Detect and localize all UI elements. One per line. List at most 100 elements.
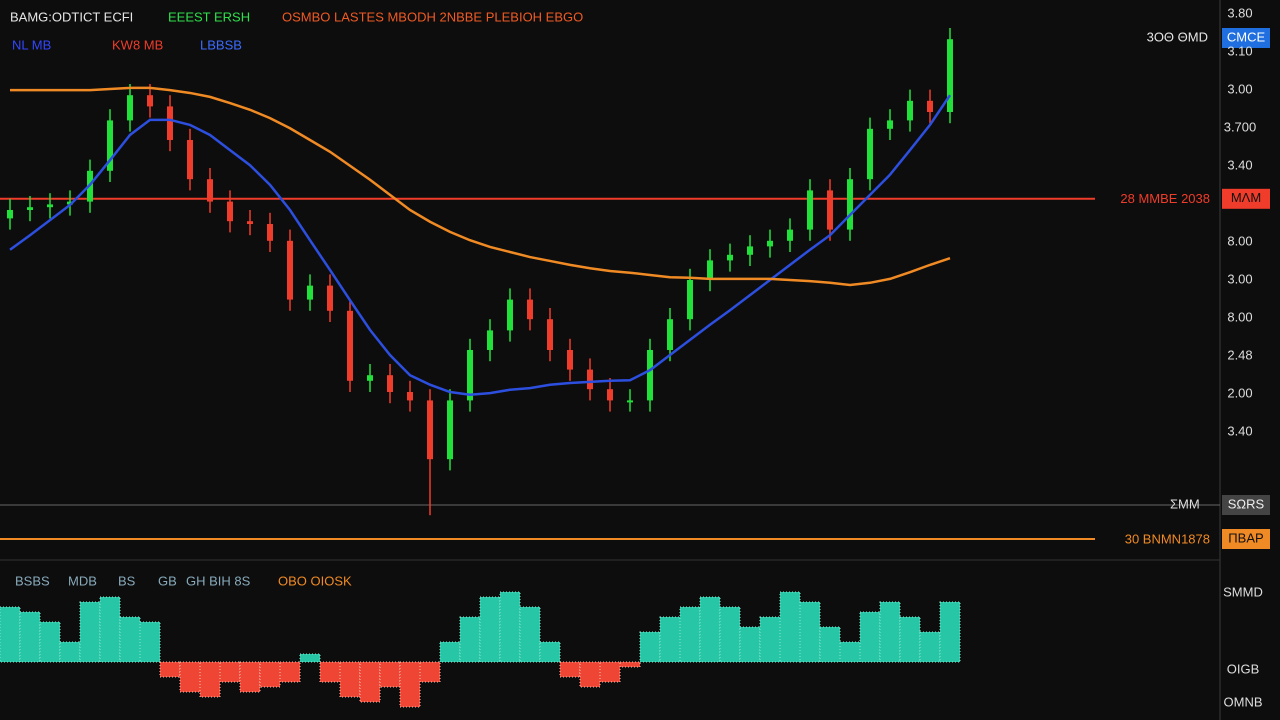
osc-bar bbox=[119, 616, 141, 663]
level-label: 30 ΒΝΜΝ1878 bbox=[1125, 531, 1210, 546]
price-label: 3.80 bbox=[1227, 5, 1252, 20]
osc-bar bbox=[899, 616, 921, 663]
osc-bar bbox=[539, 641, 561, 663]
osc-bar bbox=[519, 606, 541, 663]
candle-body bbox=[687, 280, 693, 320]
osc-bar bbox=[99, 596, 121, 663]
osc-label: GB bbox=[158, 573, 177, 588]
candle-body bbox=[907, 100, 913, 121]
status: EEEST ERSH bbox=[168, 9, 250, 24]
osc-bar bbox=[319, 661, 341, 683]
candle-body bbox=[327, 285, 333, 311]
badge[interactable]: CMCE bbox=[1227, 29, 1266, 44]
candle-body bbox=[167, 106, 173, 140]
level-tag: ΠΒΑΡ bbox=[1228, 530, 1263, 545]
candle-body bbox=[807, 190, 813, 230]
candle-body bbox=[147, 95, 153, 107]
candle-body bbox=[707, 260, 713, 280]
symbol: BAMG:ODTICT ECFI bbox=[10, 9, 133, 24]
osc-title: OBO OIOSK bbox=[278, 573, 352, 588]
osc-bar bbox=[939, 601, 961, 663]
osc-bar bbox=[339, 661, 361, 698]
candle-body bbox=[287, 240, 293, 300]
candle-body bbox=[307, 285, 313, 300]
candle-body bbox=[207, 179, 213, 202]
osc-bar bbox=[399, 661, 421, 708]
price-label: 2.00 bbox=[1227, 385, 1252, 400]
candle-body bbox=[927, 100, 933, 112]
osc-bar bbox=[19, 611, 41, 663]
osc-bar bbox=[619, 661, 641, 668]
level-label: 28 ΜΜΒΕ 2038 bbox=[1120, 191, 1210, 206]
indicator-blue: NL MB bbox=[12, 37, 51, 52]
price-label: 3.40 bbox=[1227, 423, 1252, 438]
price-label: 3.00 bbox=[1227, 81, 1252, 96]
candle-body bbox=[467, 350, 473, 401]
osc-bar bbox=[659, 616, 681, 663]
candle-body bbox=[487, 330, 493, 350]
osc-bar bbox=[299, 653, 321, 663]
osc-bar bbox=[499, 591, 521, 663]
osc-bar bbox=[79, 601, 101, 663]
osc-bar bbox=[139, 621, 161, 663]
osc-bar bbox=[639, 631, 661, 663]
osc-bar bbox=[199, 661, 221, 698]
candle-body bbox=[427, 400, 433, 460]
candle-body bbox=[247, 221, 253, 224]
osc-bar bbox=[439, 641, 461, 663]
candle-body bbox=[47, 204, 53, 208]
candle-body bbox=[607, 389, 613, 401]
moving-average bbox=[10, 86, 951, 287]
candle-body bbox=[127, 95, 133, 121]
crosshair-left: ΣΜΜ bbox=[1170, 496, 1200, 511]
candle-body bbox=[787, 229, 793, 241]
osc-bar bbox=[879, 601, 901, 663]
candle-body bbox=[567, 350, 573, 370]
osc-bar bbox=[699, 596, 721, 663]
candle-body bbox=[587, 369, 593, 390]
indicator-red: KW8 MB bbox=[112, 37, 163, 52]
moving-average bbox=[9, 94, 952, 397]
candle-body bbox=[667, 319, 673, 350]
osc-bar bbox=[0, 606, 21, 663]
osc-bar bbox=[279, 661, 301, 683]
indicator-value: LBBSB bbox=[200, 37, 242, 52]
badge-bg[interactable] bbox=[1222, 28, 1270, 48]
osc-bar bbox=[919, 631, 941, 663]
osc-bar bbox=[239, 661, 261, 693]
osc-bar bbox=[459, 616, 481, 663]
osc-bar bbox=[579, 661, 601, 688]
price-label: 3.700 bbox=[1224, 119, 1257, 134]
candle-body bbox=[727, 254, 733, 261]
osc-bar bbox=[39, 621, 61, 663]
price-label: 2.48 bbox=[1227, 347, 1252, 362]
osc-label: BS bbox=[118, 573, 136, 588]
candle-body bbox=[767, 240, 773, 247]
price-label: 3.00 bbox=[1227, 271, 1252, 286]
candle-body bbox=[887, 120, 893, 129]
osc-bar bbox=[479, 596, 501, 663]
candle-body bbox=[387, 375, 393, 392]
price-label: 3.40 bbox=[1227, 157, 1252, 172]
candle-body bbox=[947, 39, 953, 113]
candle-body bbox=[227, 201, 233, 222]
candle-body bbox=[27, 207, 33, 210]
candle-body bbox=[347, 310, 353, 381]
candle-body bbox=[827, 190, 833, 230]
candle-body bbox=[267, 224, 273, 241]
price-label: 8.00 bbox=[1227, 309, 1252, 324]
candle-body bbox=[627, 400, 633, 403]
osc-bar bbox=[799, 601, 821, 663]
candle-body bbox=[507, 299, 513, 331]
osc-label: BSBS bbox=[15, 573, 50, 588]
osc-bar bbox=[759, 616, 781, 663]
osc-bar bbox=[679, 606, 701, 663]
candle-body bbox=[447, 400, 453, 460]
osc-bar bbox=[179, 661, 201, 693]
level-tag: ΜΛΜ bbox=[1231, 190, 1261, 205]
candle-body bbox=[867, 128, 873, 180]
candle-body bbox=[67, 201, 73, 205]
osc-axis-label: OIGB bbox=[1227, 661, 1260, 676]
